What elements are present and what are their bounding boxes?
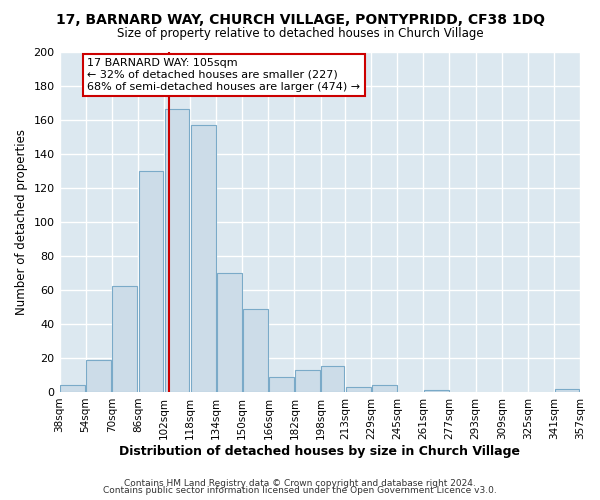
Bar bbox=[243, 308, 268, 392]
Bar bbox=[164, 110, 190, 392]
Bar bbox=[269, 376, 294, 392]
Y-axis label: Number of detached properties: Number of detached properties bbox=[15, 128, 28, 314]
Bar bbox=[112, 286, 137, 392]
Text: Contains public sector information licensed under the Open Government Licence v3: Contains public sector information licen… bbox=[103, 486, 497, 495]
Bar bbox=[346, 387, 371, 392]
Text: 17 BARNARD WAY: 105sqm
← 32% of detached houses are smaller (227)
68% of semi-de: 17 BARNARD WAY: 105sqm ← 32% of detached… bbox=[87, 58, 361, 92]
Bar bbox=[86, 360, 111, 392]
X-axis label: Distribution of detached houses by size in Church Village: Distribution of detached houses by size … bbox=[119, 444, 520, 458]
Bar bbox=[424, 390, 449, 392]
Bar bbox=[321, 366, 344, 392]
Text: 17, BARNARD WAY, CHURCH VILLAGE, PONTYPRIDD, CF38 1DQ: 17, BARNARD WAY, CHURCH VILLAGE, PONTYPR… bbox=[56, 12, 545, 26]
Bar bbox=[217, 273, 242, 392]
Text: Contains HM Land Registry data © Crown copyright and database right 2024.: Contains HM Land Registry data © Crown c… bbox=[124, 478, 476, 488]
Bar bbox=[295, 370, 320, 392]
Bar bbox=[191, 124, 215, 392]
Bar bbox=[372, 385, 397, 392]
Bar bbox=[554, 388, 580, 392]
Bar bbox=[139, 170, 163, 392]
Text: Size of property relative to detached houses in Church Village: Size of property relative to detached ho… bbox=[116, 28, 484, 40]
Bar bbox=[60, 385, 85, 392]
